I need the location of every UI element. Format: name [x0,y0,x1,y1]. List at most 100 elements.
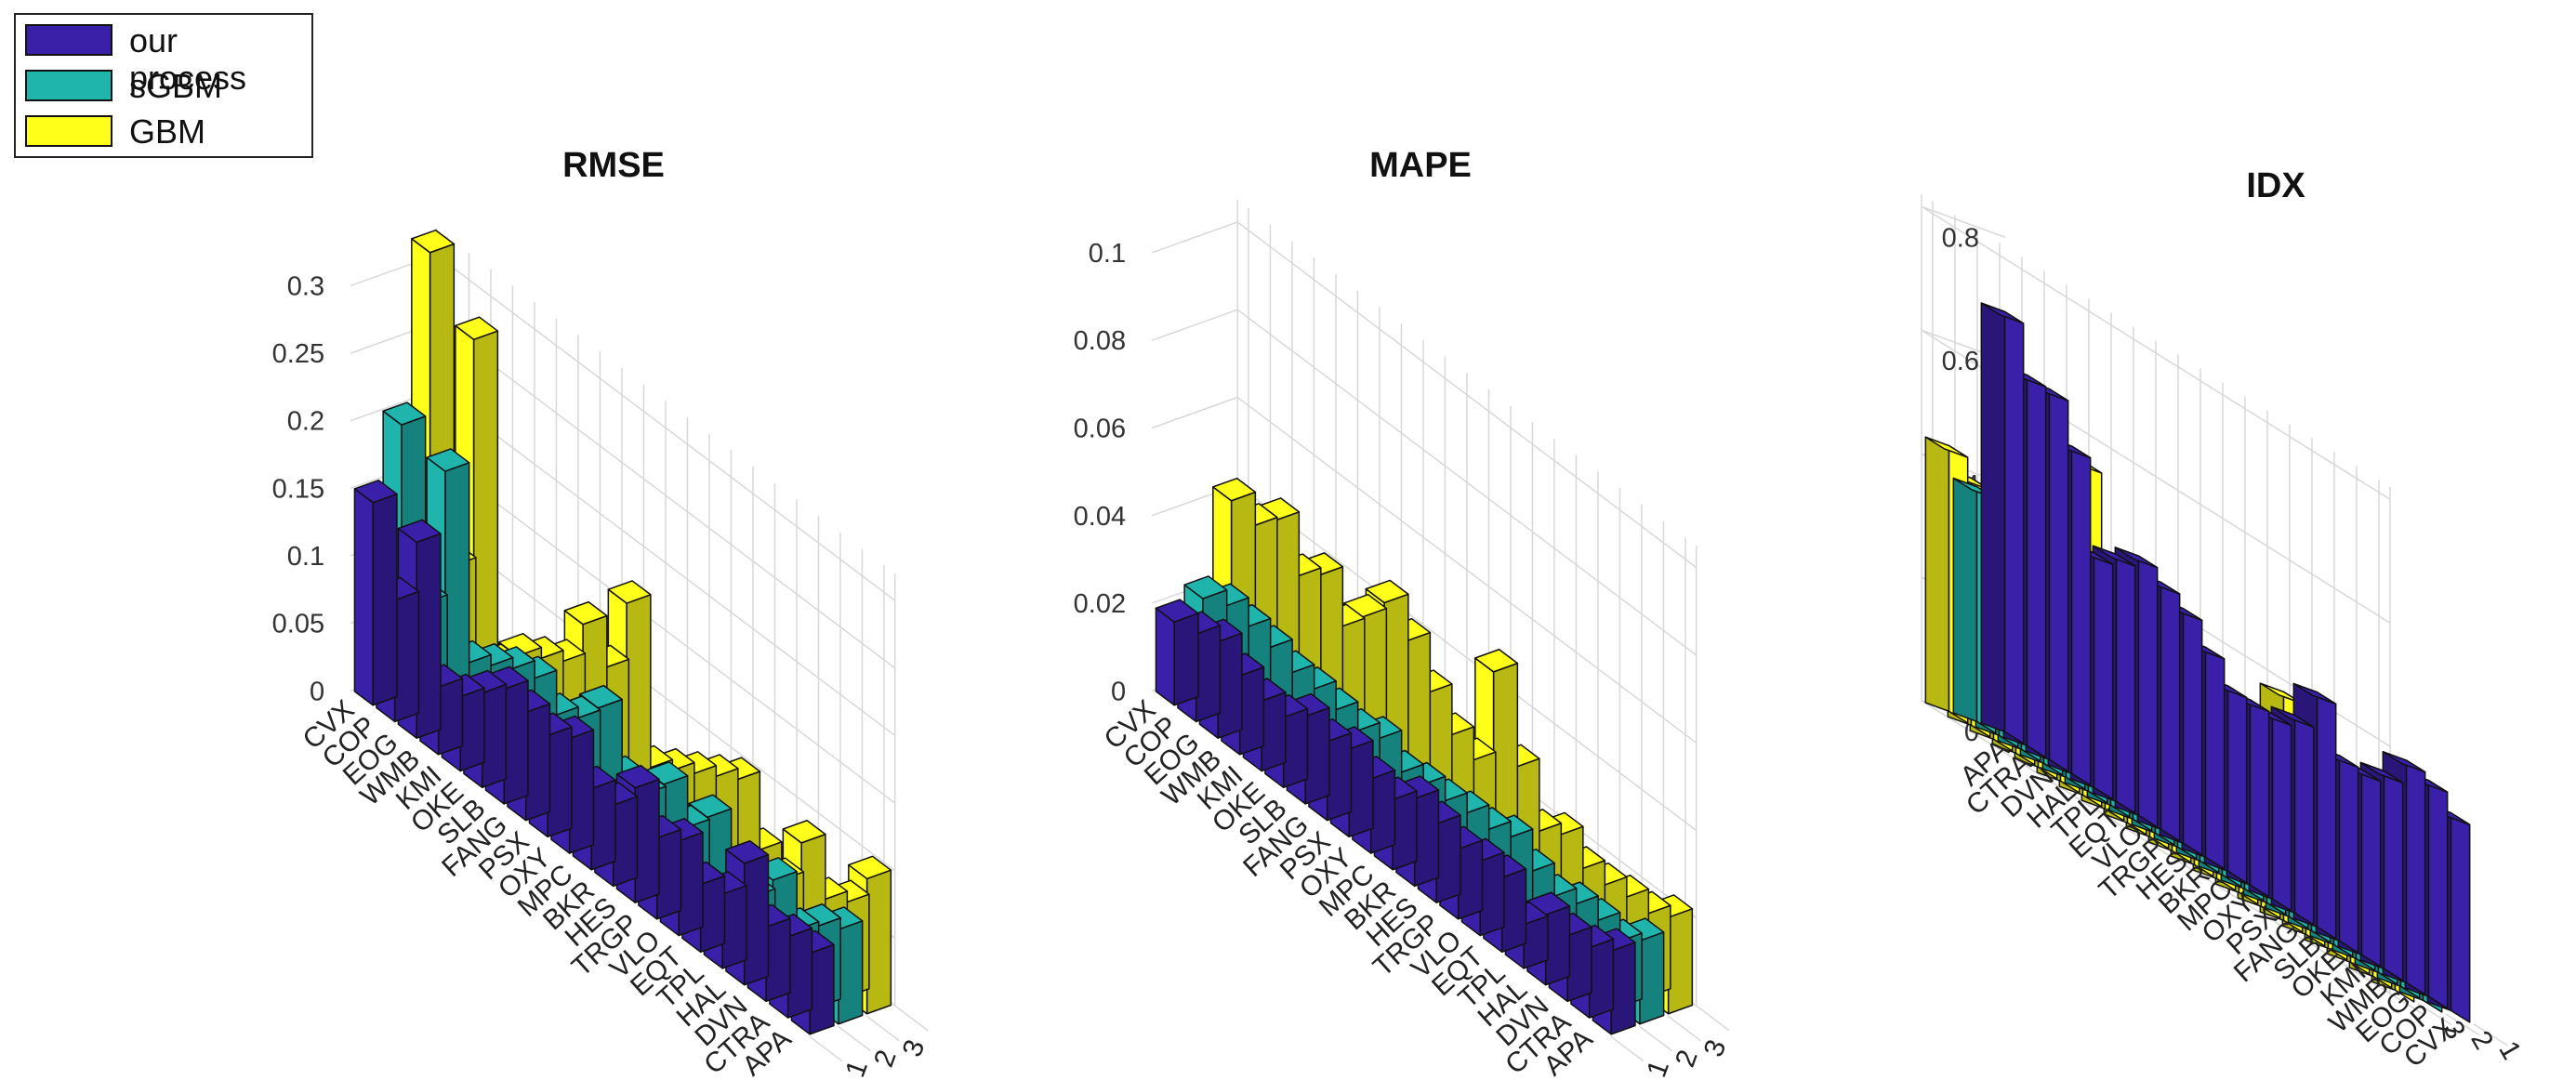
bar-top [848,855,892,880]
bar-side [1282,707,1309,789]
bar-side [1173,612,1199,706]
bar-front [2450,811,2471,1023]
bar-top [2292,682,2337,705]
bar-side [765,917,791,1003]
bar-front [2070,445,2092,786]
bar-top [1155,599,1199,623]
z-tick-label: 0.05 [272,610,324,639]
bar-side [1195,625,1222,723]
grid-line-y [1696,1005,1730,1032]
bar-side [481,683,508,789]
z-tick-label: 0.25 [272,339,324,369]
bar-front [2293,714,2315,926]
bar-front [2137,555,2159,828]
z-tick-label: 0.15 [272,474,324,504]
bar-front [2115,553,2136,814]
grid-line-y [2473,1023,2508,1047]
bar-side [437,678,464,756]
bar-top [725,840,770,864]
z-tick-label: 0.1 [287,542,324,572]
bar-side [568,729,595,854]
bar-side [1667,908,1694,1015]
bar-front [2204,646,2226,870]
bar-top [563,600,608,626]
bar-top [2114,547,2159,569]
bar-side [459,687,485,772]
chart-panel-idx: IDX00.20.40.60.8APACTRADVNHALTPLEQTVLOTR… [1921,166,2527,1073]
bar-side [1348,740,1374,838]
bar-top [1924,436,1969,458]
bar-top [2359,761,2404,784]
z-tick-label: 0.6 [1942,347,1979,376]
chart-panel-rmse: RMSE00.050.10.150.20.250.3CVXCOPEOGWMBKM… [272,146,931,1080]
legend-label: our process [129,21,247,97]
bar-side [1544,905,1571,986]
bar-front [2316,691,2337,940]
bar-front [2182,608,2203,856]
chart-title: RMSE [562,146,665,185]
bar-side [612,796,639,888]
bar-front [1155,607,1175,706]
z-tick-label: 0.2 [287,407,324,437]
bar-side [1457,839,1484,920]
bar-side [1924,436,1950,713]
legend-swatch [25,115,112,147]
bar-side [1588,938,1615,1019]
grid-line-y [1638,1025,1673,1052]
bar-top [1183,575,1228,599]
z-tick-label: 0.8 [1942,223,1979,253]
bar [1155,599,1199,706]
bar-top [382,402,427,426]
bar-front [2226,685,2248,884]
bar-side [1500,868,1527,954]
bars [1155,477,1694,1035]
bar-top [2270,705,2315,728]
z-tick-label: 0 [310,677,324,706]
bar-top [426,448,470,472]
bar [353,479,398,706]
bar-side [634,778,660,903]
bar-side [1238,666,1265,756]
bar-side [372,493,398,706]
legend-swatch [25,24,112,56]
bar-side [1566,926,1592,1003]
grid-line-y [2389,993,2424,1016]
bar-side [1610,942,1636,1035]
bar-side [699,875,726,954]
bar-side [416,533,442,739]
bar-side [524,703,551,822]
grid-line-y [837,1025,872,1052]
bar-side [1952,477,1978,723]
bar-side [1369,769,1396,854]
bar-front [2338,755,2359,954]
bar-front [2427,779,2449,1009]
grid-line-y [1610,1035,1645,1062]
chart-title: MAPE [1369,146,1472,185]
bar-side [743,853,770,986]
bar-side [503,679,529,805]
bar-front [2271,713,2292,912]
bar-side [1304,706,1330,805]
bar-side [393,590,420,723]
series-tick-label: 1 [2492,1036,2527,1065]
z-tick-label: 0.02 [1074,589,1126,619]
bar-top [1212,477,1257,502]
z-tick-label: 0 [1111,677,1126,706]
bar-front [2003,310,2025,744]
chart-panel-mape: MAPE00.020.040.060.080.1CVXCOPEOGWMBKMIO… [1074,146,1733,1080]
bar-top [1474,649,1519,673]
legend-label: sGBM [129,67,223,105]
z-tick-label: 0.08 [1074,326,1126,356]
bar-top [455,316,499,341]
bar-side [1479,851,1505,937]
bar-top [411,229,456,254]
grid-line-y [2445,1013,2480,1036]
grid-line-y [809,1035,843,1062]
bar-top [353,479,398,504]
bar-side [1980,302,2006,733]
bar-front [2360,769,2382,968]
grid-line-y [1667,1015,1701,1042]
bar [1980,302,2025,744]
legend-swatch [25,70,112,101]
